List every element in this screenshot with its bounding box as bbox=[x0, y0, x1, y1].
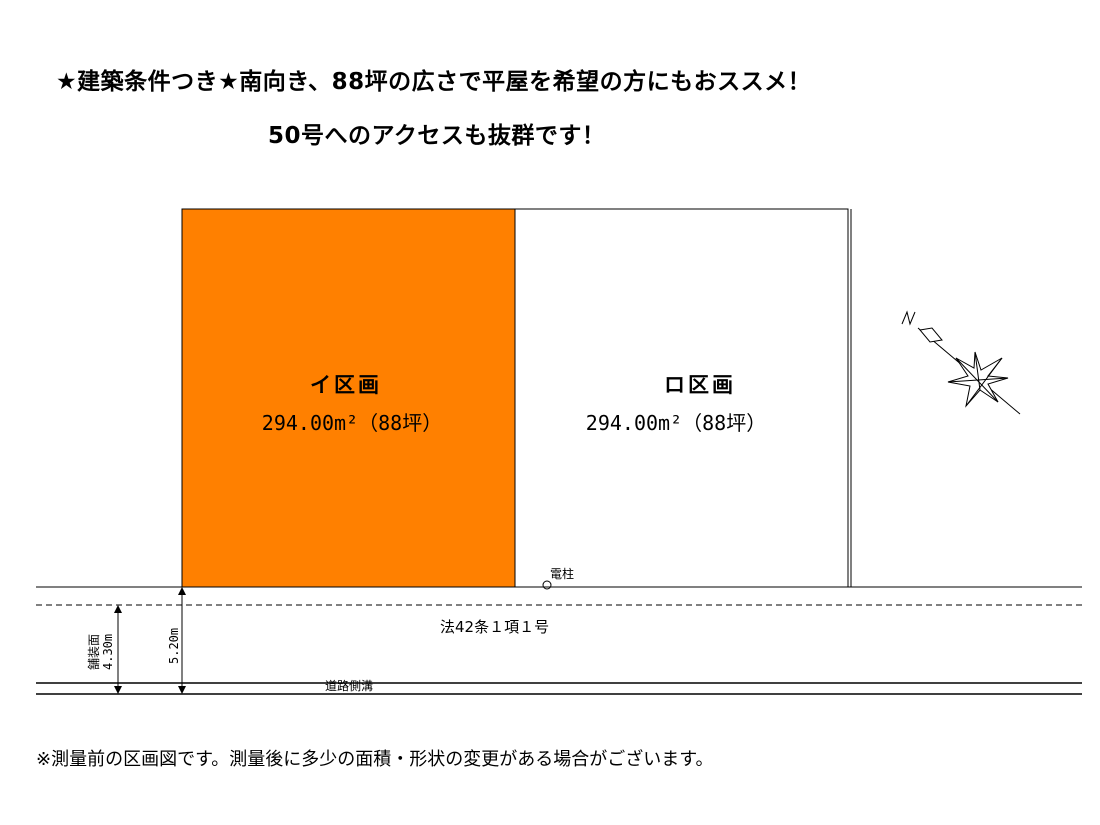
utility-pole-icon bbox=[542, 580, 552, 590]
headline-line-2: 50号へのアクセスも抜群です！ bbox=[268, 123, 606, 149]
footer-note: ※測量前の区画図です。測量後に多少の面積・形状の変更がある場合がございます。 bbox=[36, 749, 714, 770]
utility-pole-label: 電柱 bbox=[550, 566, 574, 581]
lot-i-area: 294.00m²（88坪） bbox=[262, 411, 442, 435]
lot-i bbox=[181, 208, 516, 588]
road-width-value: 5.20m bbox=[167, 628, 181, 664]
road-width-dimension bbox=[178, 587, 186, 694]
headline-line-1: ★建築条件つき★南向き、88坪の広さで平屋を希望の方にもおススメ！ bbox=[56, 69, 812, 95]
paved-width-label: 舗装面 bbox=[87, 634, 101, 670]
north-compass-icon bbox=[901, 310, 1021, 415]
lot-ro-name: ロ区画 bbox=[664, 373, 736, 397]
lot-ro-area: 294.00m²（88坪） bbox=[586, 411, 766, 435]
paved-width-value: 4.30m bbox=[101, 634, 115, 670]
side-ditch-label: 道路側溝 bbox=[325, 678, 373, 693]
lot-ro bbox=[514, 208, 849, 588]
road-type-label: 法42条１項１号 bbox=[440, 618, 549, 636]
lot-i-name: イ区画 bbox=[310, 373, 382, 397]
paved-width-dimension bbox=[114, 605, 122, 694]
